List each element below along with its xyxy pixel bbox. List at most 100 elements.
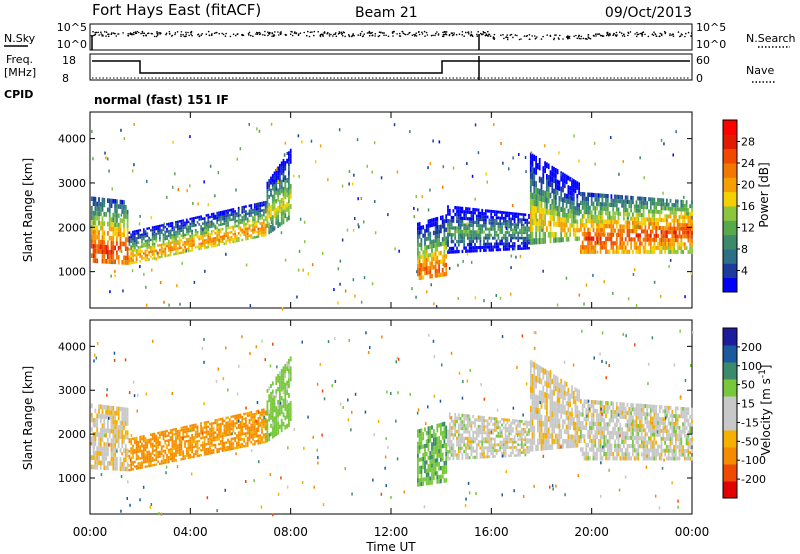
scatter-cell [207,452,210,455]
scatter-cell [642,221,645,226]
scatter-cell [114,433,116,439]
scatter-cell [623,224,625,229]
scatter-cell [529,178,532,186]
scatter-cell [434,269,437,274]
scatter-cell [441,215,444,220]
scatter-cell [528,216,530,219]
scatter-cell [617,199,620,204]
scatter-cell [157,244,159,247]
scatter-cell [528,229,530,232]
scatter-cell [657,233,659,238]
scatter-cell [189,453,192,457]
noise-point [575,34,577,37]
noise-point [621,35,624,37]
scatter-cell [443,258,446,264]
scatter-cell [90,253,93,258]
scatter-cell [479,227,482,231]
scatter-cell [151,247,154,251]
scatter-cell [556,211,559,217]
scatter-cell [277,430,279,435]
scatter-cell [101,235,104,240]
scatter-cell [653,201,656,206]
scatter-cell [234,220,236,223]
scatter-cell [121,443,124,449]
scatter-cell [176,449,179,452]
scatter-cell [580,209,582,214]
scatter-cell [171,431,174,434]
scatter-cell [470,220,473,224]
scatter-cell [280,373,283,378]
scatter-cell [572,232,575,237]
scatter-cell [202,232,204,235]
scatter-cell [189,436,192,440]
scatter-cell [128,243,131,246]
scatter-cell [676,203,679,208]
scatter-cell [664,202,666,207]
noise-cell [192,201,194,205]
scatter-cell [139,445,142,448]
scatter-cell [640,229,643,234]
scatter-cell [454,226,457,230]
scatter-cell [438,444,440,450]
scatter-cell [198,245,201,248]
scatter-cell [501,231,503,234]
scatter-cell [452,219,455,223]
scatter-cell [472,211,475,215]
scatter-cell [139,457,142,460]
scatter-cell [126,255,129,261]
scatter-cell [441,470,444,475]
scatter-cell [658,202,661,207]
scatter-cell [262,211,265,214]
scatter-cell [90,215,93,220]
scatter-cell [245,205,247,208]
scatter-cell [114,199,116,204]
scatter-cell [280,368,283,374]
noise-point [582,37,585,40]
noise-cell [110,274,112,278]
scatter-cell [114,466,116,471]
scatter-cell [279,384,281,390]
noise-point [133,31,135,34]
scatter-cell [640,217,643,222]
scatter-cell [191,222,193,225]
scatter-cell [252,228,254,232]
scatter-cell [418,445,421,450]
noise-point [221,32,223,35]
scatter-cell [448,219,451,223]
scatter-cell [676,246,679,250]
scatter-cell [185,221,188,224]
scatter-cell [146,232,149,235]
scatter-cell [273,171,276,176]
scatter-cell [519,244,521,248]
scatter-cell [599,245,602,250]
scatter-cell [601,215,604,220]
scatter-cell [210,220,213,223]
scatter-cell [173,440,176,443]
scatter-cell [583,231,586,237]
scatter-cell [289,416,292,421]
scatter-cell [205,226,208,229]
scatter-cell [202,436,204,439]
scatter-cell [529,205,532,212]
scatter-cell [191,438,193,442]
scatter-cell [538,207,541,214]
scatter-cell [250,436,253,439]
scatter-cell [218,233,220,237]
scatter-cell [108,221,111,227]
scatter-cell [112,442,115,448]
scatter-cell [447,226,449,230]
scatter-cell [678,226,681,231]
scatter-cell [286,361,288,367]
scatter-cell [253,440,256,443]
scatter-cell [237,423,240,427]
scatter-cell [228,209,231,212]
scatter-cell [504,214,507,217]
scatter-cell [466,226,469,230]
scatter-cell [243,440,245,443]
scatter-cell [98,230,100,235]
scatter-cell [173,454,176,458]
scatter-cell [160,243,163,246]
scatter-cell [262,423,265,426]
scatter-cell [203,448,206,451]
scatter-cell [178,436,181,440]
